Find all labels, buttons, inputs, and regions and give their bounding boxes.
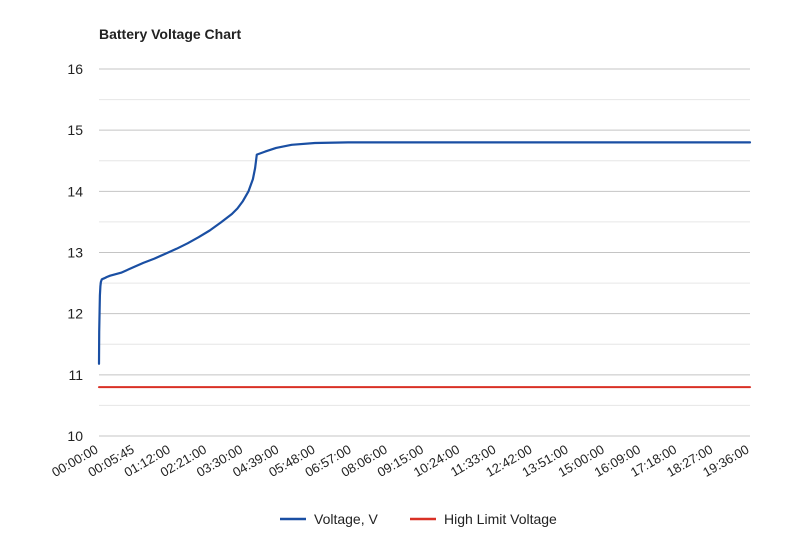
legend: Voltage, V High Limit Voltage (280, 511, 557, 527)
y-tick-label: 14 (67, 183, 83, 199)
y-axis: 10 11 12 13 14 15 16 (67, 61, 83, 444)
y-tick-label: 16 (67, 61, 83, 77)
grid-layer (99, 68, 750, 437)
y-tick-label: 11 (68, 367, 83, 383)
legend-label: Voltage, V (314, 511, 378, 527)
chart-title: Battery Voltage Chart (99, 26, 242, 42)
legend-label: High Limit Voltage (444, 511, 557, 527)
y-tick-label: 13 (67, 245, 83, 261)
y-tick-label: 10 (67, 428, 83, 444)
series-layer (97, 141, 752, 389)
voltage-series-line (97, 141, 752, 365)
y-tick-label: 15 (67, 122, 83, 138)
x-axis: 00:00:0000:05:4501:12:0002:21:0003:30:00… (49, 442, 751, 480)
y-tick-label: 12 (67, 306, 83, 322)
